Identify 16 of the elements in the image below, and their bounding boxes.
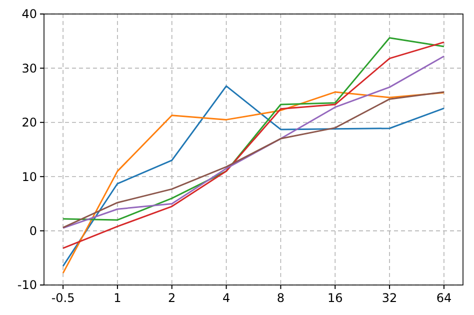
x-tick-label: 4	[222, 291, 230, 305]
y-tick-label: 10	[22, 170, 37, 184]
y-tick-label: -10	[17, 278, 37, 292]
x-tick-label: 32	[382, 291, 398, 305]
line-series	[62, 41, 445, 249]
x-tick-label: 2	[168, 291, 176, 305]
y-tick-label: 20	[22, 116, 37, 130]
y-tick-label: 30	[22, 61, 37, 76]
x-tick-label: 16	[327, 291, 343, 305]
y-tick-label: 40	[22, 7, 37, 22]
x-tick-label: 8	[276, 291, 285, 305]
x-tick-label: -0.5	[51, 291, 75, 305]
line-series	[62, 91, 445, 228]
x-tick-label: 64	[436, 291, 452, 305]
y-tick-label: 0	[29, 224, 37, 238]
x-tick-label: 1	[114, 291, 122, 305]
